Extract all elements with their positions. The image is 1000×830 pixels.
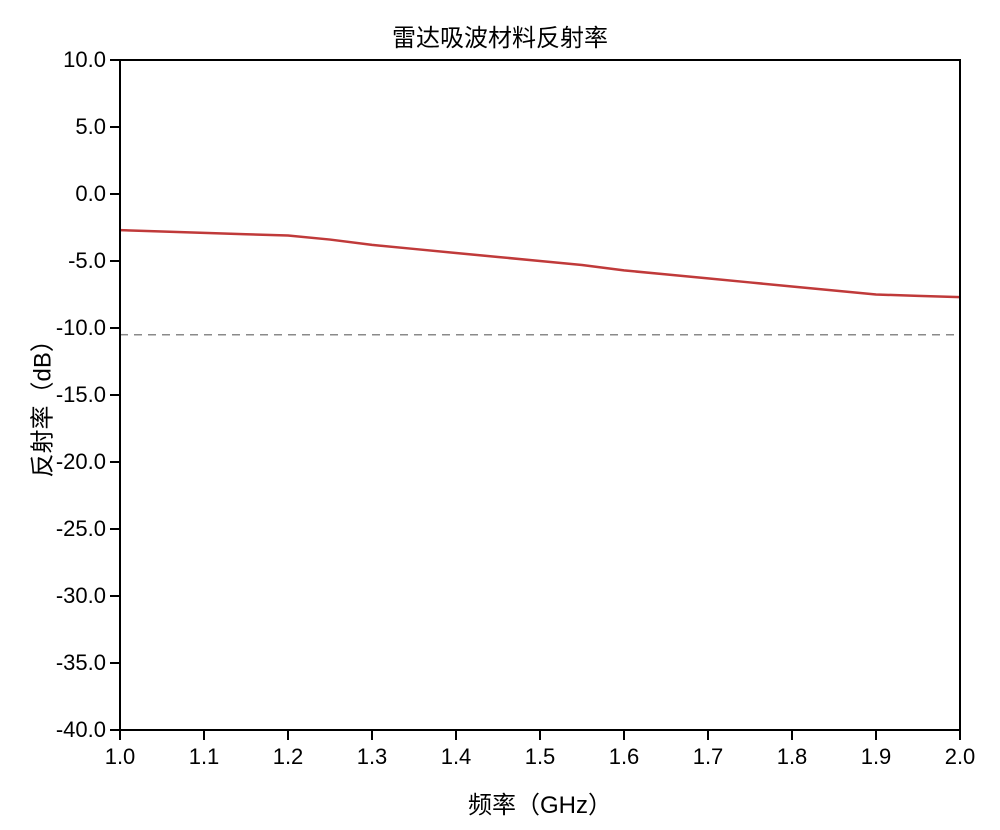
x-tick-label: 1.2 — [258, 744, 318, 770]
y-tick-label: -35.0 — [40, 650, 106, 676]
x-tick-label: 2.0 — [930, 744, 990, 770]
x-tick-label: 1.9 — [846, 744, 906, 770]
x-tick-label: 1.0 — [90, 744, 150, 770]
y-tick-label: -25.0 — [40, 516, 106, 542]
y-tick-label: -5.0 — [40, 248, 106, 274]
x-axis-label: 频率（GHz） — [120, 785, 960, 820]
y-tick-label: 0.0 — [40, 181, 106, 207]
y-tick-label: 10.0 — [40, 47, 106, 73]
y-tick-label: -30.0 — [40, 583, 106, 609]
x-tick-label: 1.5 — [510, 744, 570, 770]
y-tick-label: -40.0 — [40, 717, 106, 743]
x-tick-label: 1.4 — [426, 744, 486, 770]
chart-container: 雷达吸波材料反射率 反射率（dB） 频率（GHz） 1.01.11.21.31.… — [0, 0, 1000, 830]
x-tick-label: 1.1 — [174, 744, 234, 770]
y-tick-label: 5.0 — [40, 114, 106, 140]
chart-svg — [0, 0, 1000, 830]
y-tick-label: -15.0 — [40, 382, 106, 408]
x-tick-label: 1.8 — [762, 744, 822, 770]
x-tick-label: 1.6 — [594, 744, 654, 770]
x-tick-label: 1.3 — [342, 744, 402, 770]
y-tick-label: -20.0 — [40, 449, 106, 475]
y-tick-label: -10.0 — [40, 315, 106, 341]
x-tick-label: 1.7 — [678, 744, 738, 770]
